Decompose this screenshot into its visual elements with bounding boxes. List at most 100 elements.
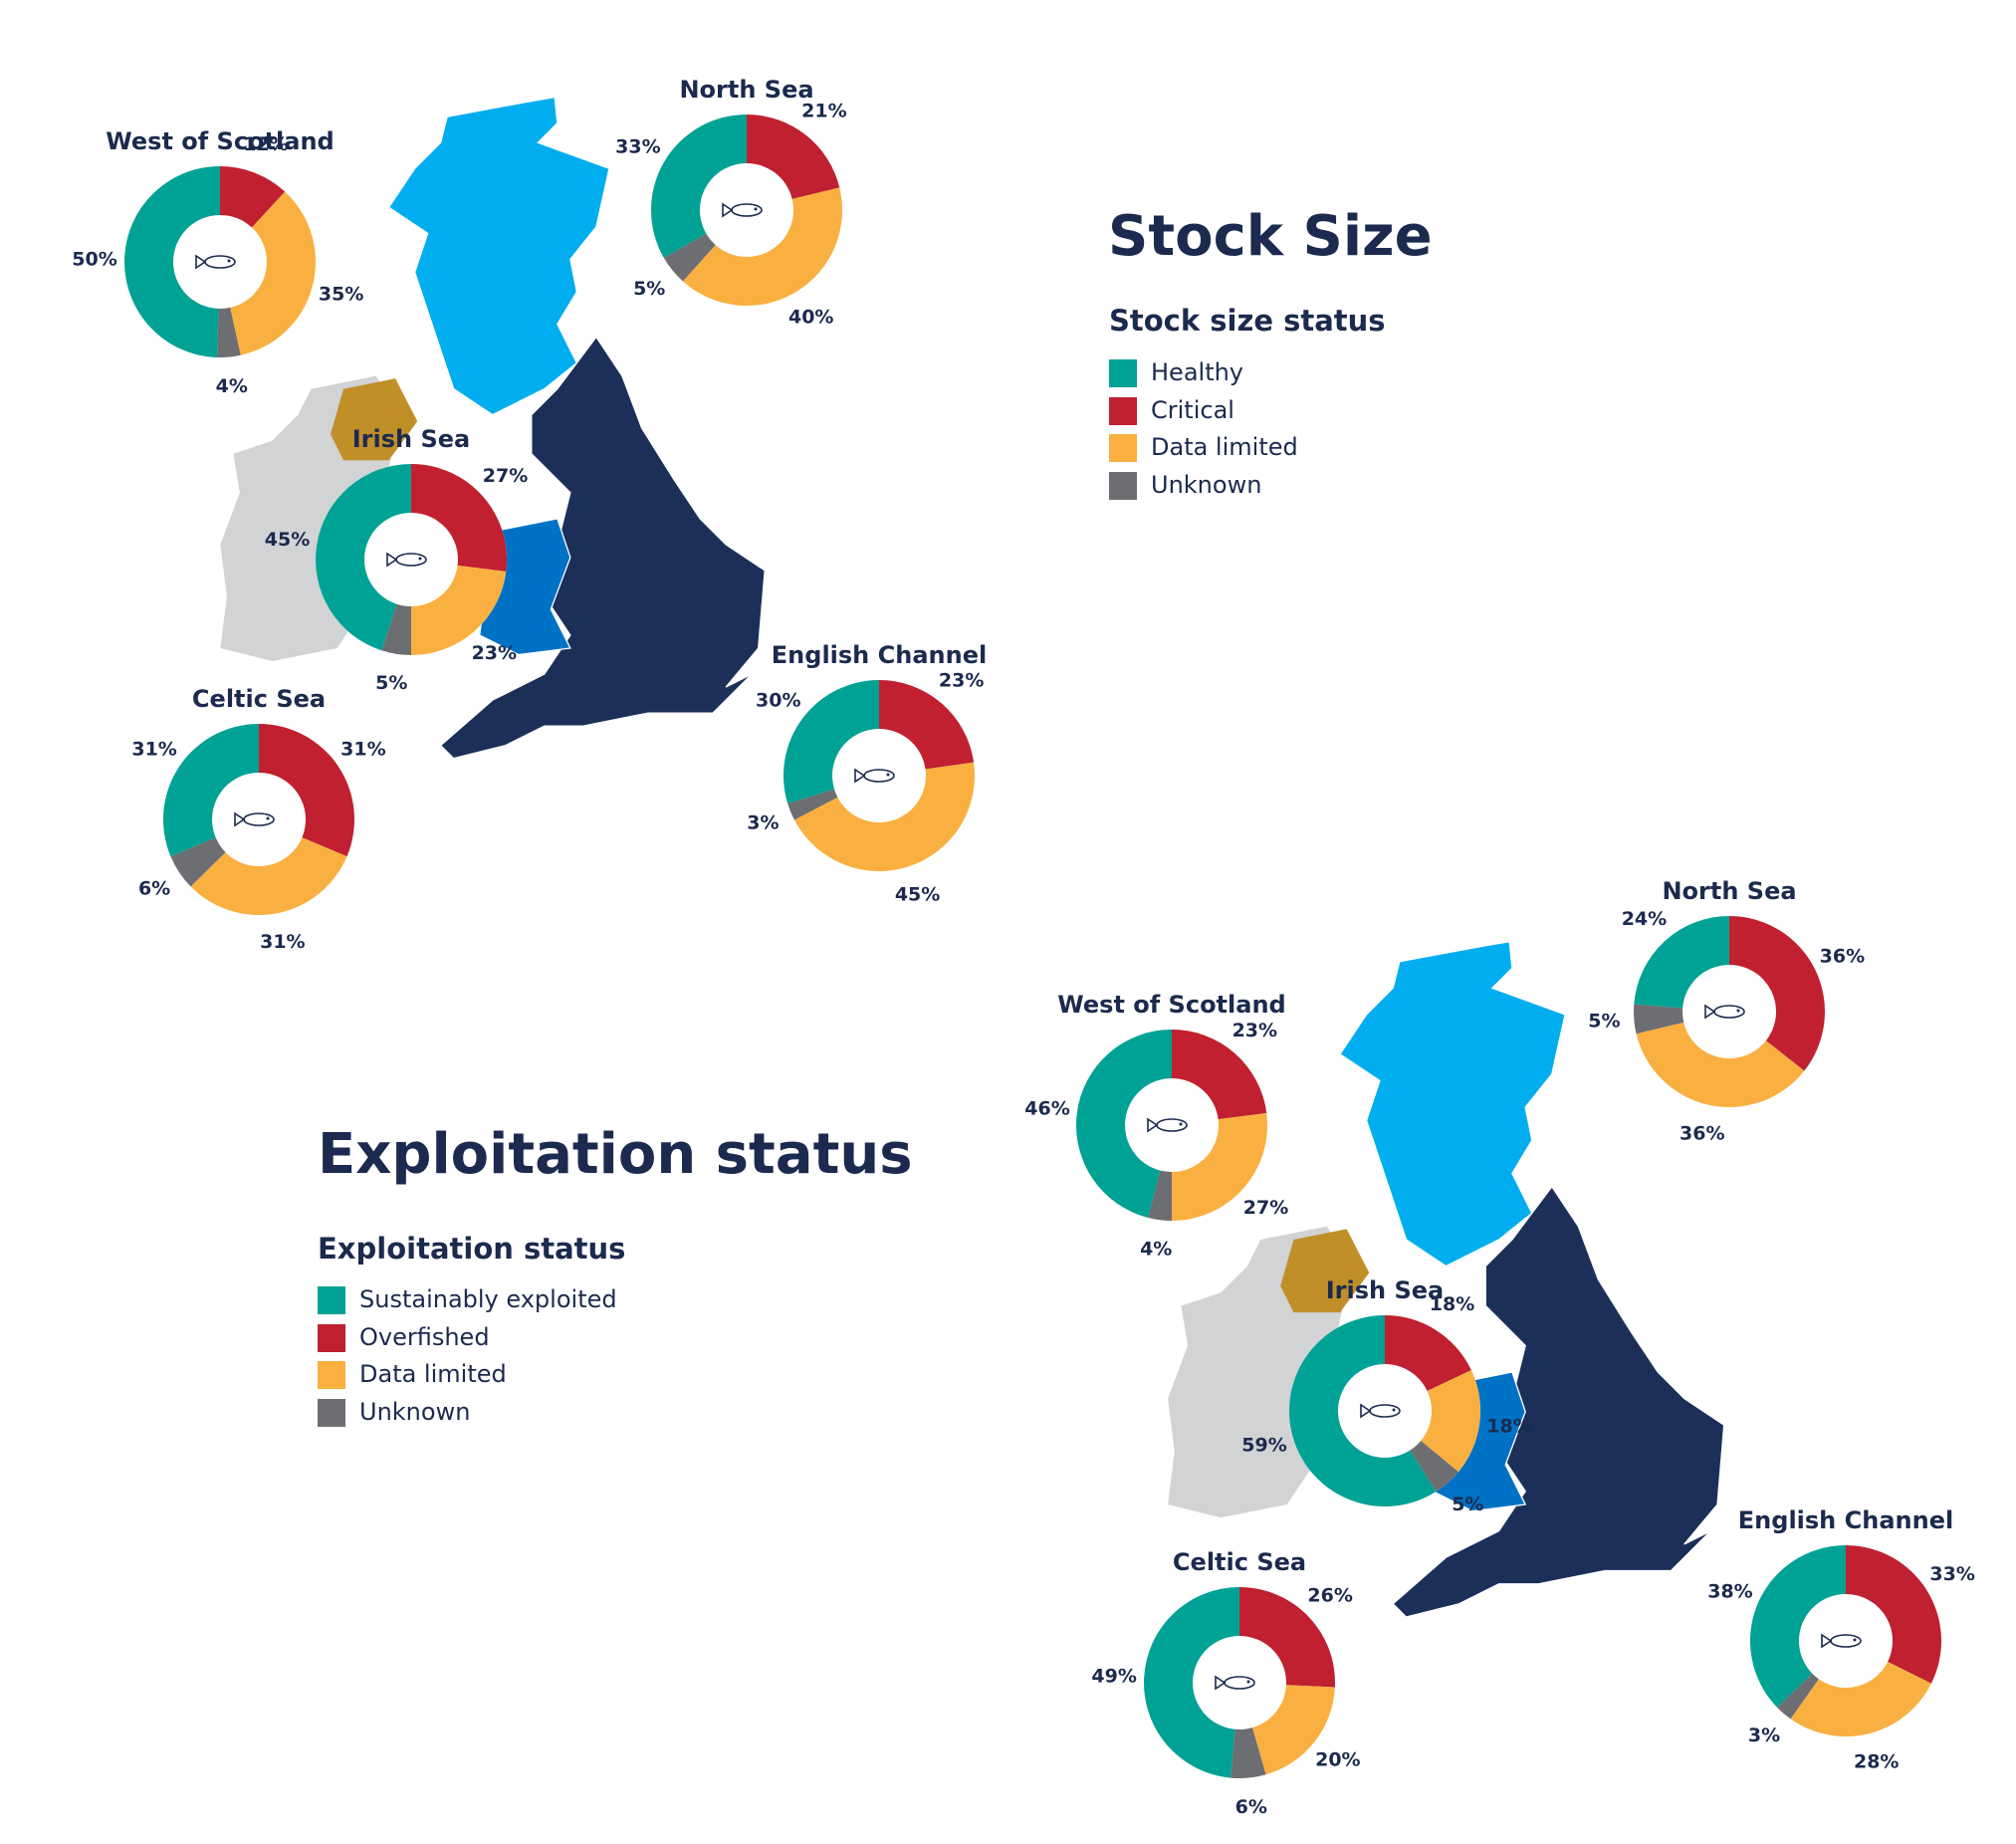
legend-title: Exploitation status: [318, 1232, 625, 1266]
fish-icon: [1853, 1638, 1857, 1642]
legend-label: Healthy: [1151, 358, 1243, 386]
fish-icon: [195, 254, 207, 270]
percent-label: 59%: [1241, 1435, 1286, 1457]
donut-segment: [1144, 1587, 1239, 1778]
donut-segment: [1421, 1370, 1480, 1473]
donut-segment: [190, 837, 347, 915]
percent-label: 12%: [243, 133, 288, 155]
percent-label: 40%: [788, 307, 833, 329]
percent-label: 4%: [1140, 1239, 1172, 1261]
donut-segment: [1251, 1685, 1335, 1775]
percent-label: 6%: [1235, 1796, 1267, 1818]
donut-segment: [1172, 1112, 1267, 1221]
donut-segment: [1634, 916, 1729, 1009]
donut-segment: [411, 464, 507, 573]
percent-label: 49%: [1091, 1666, 1136, 1688]
percent-label: 36%: [1820, 946, 1865, 968]
donut-segment: [1729, 916, 1825, 1071]
fish-icon: [1821, 1633, 1833, 1649]
donut-segment: [163, 724, 259, 857]
legend-swatch: [318, 1324, 345, 1352]
legend-label: Data limited: [1151, 433, 1298, 461]
donut-segment: [1239, 1587, 1335, 1688]
region-name: North Sea: [679, 76, 813, 104]
donut-segment: [217, 307, 241, 357]
fish-icon: [886, 773, 890, 777]
percent-label: 33%: [615, 136, 660, 158]
percent-label: 5%: [1588, 1010, 1620, 1032]
donut-segment: [1410, 1440, 1458, 1493]
percent-label: 33%: [1929, 1563, 1974, 1585]
legend-swatch: [318, 1361, 345, 1389]
legend-swatch: [318, 1399, 345, 1427]
fish-icon: [1147, 1117, 1159, 1133]
fish-icon: [386, 552, 398, 568]
donut-segment: [784, 680, 879, 804]
donut-segment: [381, 603, 411, 655]
percent-label: 45%: [265, 529, 310, 551]
percent-label: 5%: [375, 672, 407, 694]
fish-icon: [1704, 1004, 1716, 1020]
fish-icon: [227, 259, 231, 263]
region-name: English Channel: [1738, 1506, 1953, 1534]
donut-segment: [1636, 1022, 1805, 1108]
fish-icon: [1360, 1403, 1372, 1419]
percent-label: 45%: [895, 883, 940, 905]
donut-segment: [1750, 1545, 1846, 1708]
percent-label: 38%: [1707, 1580, 1752, 1602]
percent-label: 27%: [1243, 1197, 1288, 1219]
percent-label: 23%: [472, 642, 517, 664]
percent-label: 5%: [1452, 1494, 1483, 1515]
percent-label: 31%: [131, 739, 176, 761]
panel-title: Exploitation status: [318, 1122, 913, 1187]
legend-swatch: [1109, 359, 1137, 387]
donut-segment: [1148, 1170, 1172, 1221]
percent-label: 23%: [1232, 1020, 1277, 1041]
legend-label: Critical: [1151, 396, 1234, 424]
fish-icon: [266, 816, 270, 820]
donut-segment: [1172, 1030, 1267, 1120]
panel-title: Stock Size: [1108, 204, 1433, 269]
donut-segment: [1075, 1030, 1172, 1218]
donut-segment: [411, 565, 507, 655]
donut-segment: [1288, 1315, 1437, 1506]
fish-icon: [1246, 1680, 1250, 1684]
legend-label: Unknown: [1151, 471, 1261, 499]
donut-segment: [650, 115, 747, 258]
donut-segment: [1634, 1004, 1684, 1035]
fish-icon: [234, 811, 246, 827]
donut-segment: [879, 680, 975, 770]
donut-segment: [316, 464, 411, 651]
donut-segment: [1846, 1545, 1941, 1684]
percent-label: 5%: [633, 278, 665, 300]
percent-label: 21%: [801, 100, 846, 121]
percent-label: 36%: [1680, 1123, 1724, 1145]
percent-label: 3%: [747, 811, 779, 833]
fish-icon: [854, 768, 866, 784]
donut-segment: [1777, 1673, 1819, 1720]
legend-label: Sustainably exploited: [359, 1285, 617, 1313]
percent-label: 6%: [138, 877, 170, 899]
fish-icon: [1736, 1009, 1740, 1013]
region-name: North Sea: [1662, 877, 1796, 905]
region-name: Celtic Sea: [192, 685, 326, 713]
legend-swatch: [1109, 472, 1137, 500]
percent-label: 3%: [1748, 1725, 1780, 1746]
legend-label: Data limited: [359, 1360, 507, 1388]
donut-segment: [746, 115, 840, 199]
donut-segment: [787, 789, 838, 820]
donut-segment: [1385, 1315, 1471, 1391]
percent-label: 31%: [340, 739, 385, 761]
legend-swatch: [1109, 434, 1137, 462]
percent-label: 4%: [216, 375, 248, 397]
fish-icon: [1392, 1408, 1396, 1412]
fish-icon: [1179, 1122, 1183, 1126]
donut-segment: [1790, 1661, 1931, 1736]
legend-swatch: [1109, 397, 1137, 425]
percent-label: 18%: [1430, 1293, 1474, 1315]
region-name: English Channel: [772, 641, 987, 669]
region-name: West of Scotland: [106, 127, 334, 155]
percent-label: 28%: [1854, 1751, 1899, 1773]
donut-segment: [259, 724, 354, 857]
